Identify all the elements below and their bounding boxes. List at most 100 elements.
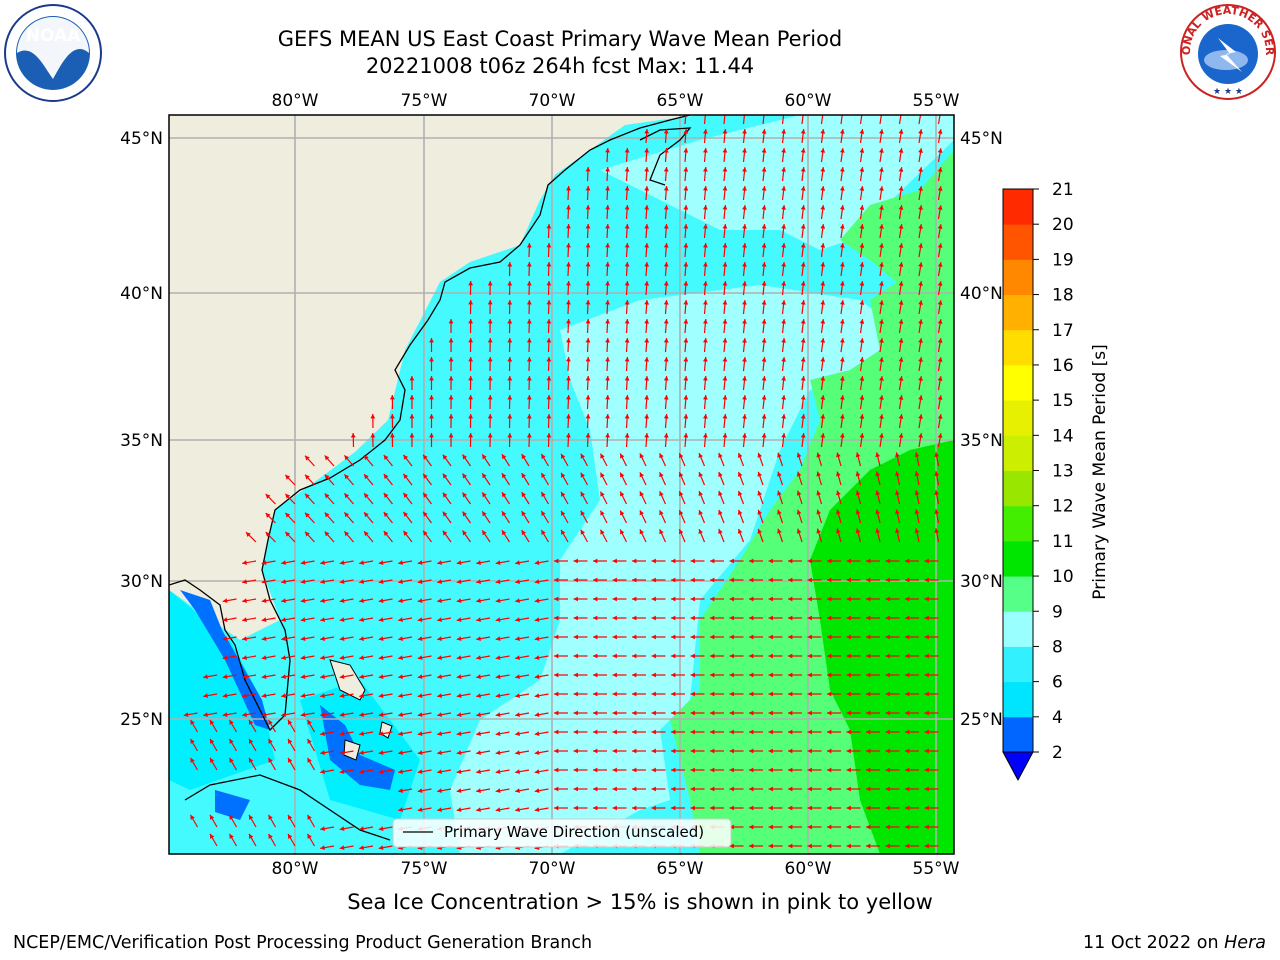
wave-direction-arrowhead (482, 530, 487, 536)
wave-direction-arrowhead (855, 490, 861, 496)
colorbar-band (1003, 470, 1033, 507)
wave-direction-arrowhead (718, 471, 723, 477)
wave-direction-arrowhead (749, 653, 754, 659)
wave-direction-arrowhead (839, 281, 845, 286)
wave-direction-arrowhead (729, 786, 734, 792)
wave-direction-arrowhead (839, 357, 845, 362)
wave-direction-arrowhead (800, 281, 806, 286)
wave-direction-arrowhead (934, 509, 940, 515)
wave-direction-arrowhead (265, 532, 271, 537)
wave-direction-arrowhead (398, 636, 403, 642)
latitude-labels-left: 45°N 40°N 35°N 30°N 25°N (120, 129, 163, 730)
wave-direction-arrowhead (807, 615, 812, 621)
wave-direction-arrowhead (566, 281, 571, 286)
wave-direction-arrowhead (800, 433, 806, 438)
wave-direction-arrows (183, 110, 943, 851)
wave-direction-arrowhead (573, 615, 578, 621)
wave-direction-arrowhead (671, 653, 676, 659)
wave-direction-arrowhead (495, 750, 501, 756)
wave-direction-arrowhead (781, 262, 787, 267)
wave-direction-arrowhead (807, 786, 812, 792)
wave-direction-arrowhead (476, 655, 481, 661)
wave-direction-arrowhead (222, 674, 228, 680)
wave-direction-arrowhead (905, 748, 910, 754)
colorbar-tick-label: 13 (1052, 462, 1074, 482)
wave-direction-arrowhead (820, 319, 826, 324)
wave-direction-arrowhead (816, 528, 822, 534)
wave-direction-arrowhead (723, 110, 728, 115)
wave-direction-arrowhead (561, 453, 566, 459)
wave-direction-arrowhead (859, 262, 865, 267)
wave-direction-arrowhead (462, 511, 468, 517)
wave-direction-arrowhead (437, 712, 442, 718)
wave-direction-arrowhead (210, 738, 215, 744)
wave-direction-arrowhead (515, 674, 520, 680)
wave-direction-arrowhead (663, 224, 669, 229)
wave-direction-arrowhead (644, 262, 650, 267)
wave-direction-arrowhead (554, 596, 559, 602)
wave-direction-arrowhead (698, 529, 703, 535)
wave-direction-arrowhead (683, 167, 689, 172)
wave-direction-arrowhead (827, 672, 832, 678)
wave-direction-arrowhead (644, 167, 650, 172)
wave-direction-arrowhead (268, 757, 273, 763)
wave-direction-arrowhead (534, 750, 540, 756)
wave-direction-arrowhead (403, 454, 409, 460)
wave-direction-arrowhead (546, 357, 552, 362)
wave-direction-arrowhead (359, 845, 364, 851)
wave-direction-arrowhead (879, 414, 884, 419)
wave-direction-arrowhead (777, 528, 782, 534)
wave-direction-arrowhead (359, 712, 364, 718)
wave-direction-arrowhead (800, 319, 806, 324)
wave-direction-arrowhead (183, 712, 189, 718)
wave-direction-arrowhead (807, 843, 812, 849)
wave-direction-arrowhead (403, 511, 409, 517)
wave-direction-arrowhead (487, 319, 493, 324)
wave-direction-arrowhead (417, 560, 423, 566)
wave-direction-arrowhead (644, 186, 650, 191)
wave-direction-arrowhead (749, 691, 754, 697)
wave-direction-arrowhead (879, 148, 884, 153)
wave-direction-arrowhead (383, 531, 389, 536)
wave-direction-arrowhead (757, 452, 763, 458)
wave-direction-arrowhead (663, 281, 669, 286)
wave-direction-arrowhead (398, 788, 403, 794)
wave-direction-arrowhead (859, 186, 865, 191)
wave-direction-arrowhead (423, 492, 428, 498)
wave-direction-arrowhead (442, 454, 448, 460)
wave-direction-arrowhead (859, 357, 865, 362)
wave-direction-arrowhead (827, 558, 832, 564)
wave-direction-arrowhead (742, 224, 747, 229)
wave-direction-arrowhead (898, 186, 904, 191)
wave-direction-arrowhead (246, 532, 251, 537)
wave-direction-arrowhead (768, 729, 773, 735)
wave-direction-arrowhead (383, 512, 389, 517)
wave-direction-arrowhead (639, 453, 644, 459)
wave-direction-arrowhead (515, 807, 520, 813)
wave-direction-arrowhead (749, 710, 754, 716)
wave-direction-arrowhead (324, 474, 330, 480)
wave-direction-arrowhead (644, 338, 650, 343)
wave-direction-arrowhead (515, 769, 520, 775)
wave-direction-arrowhead (261, 636, 267, 642)
wave-direction-arrowhead (468, 395, 474, 400)
wave-direction-arrowhead (403, 530, 409, 536)
wave-direction-arrowhead (573, 805, 578, 811)
wave-direction-arrowhead (487, 433, 493, 438)
wave-direction-arrowhead (663, 148, 669, 153)
wave-direction-arrowhead (566, 414, 571, 419)
wave-direction-arrowhead (281, 655, 286, 661)
wave-direction-arrowhead (879, 357, 884, 362)
wave-direction-arrowhead (742, 281, 747, 286)
wave-direction-arrowhead (820, 167, 826, 172)
wave-direction-arrowhead (398, 731, 403, 737)
wave-direction-arrowhead (265, 494, 271, 499)
wave-direction-arrowhead (885, 710, 890, 716)
wave-direction-arrowhead (742, 414, 747, 419)
lat-tick-label: 45°N (960, 129, 1003, 149)
wave-direction-arrowhead (612, 577, 617, 583)
wave-direction-arrowhead (370, 414, 376, 419)
wave-direction-arrowhead (875, 490, 881, 496)
wave-direction-arrowhead (515, 617, 520, 623)
wave-direction-arrowhead (800, 338, 806, 343)
